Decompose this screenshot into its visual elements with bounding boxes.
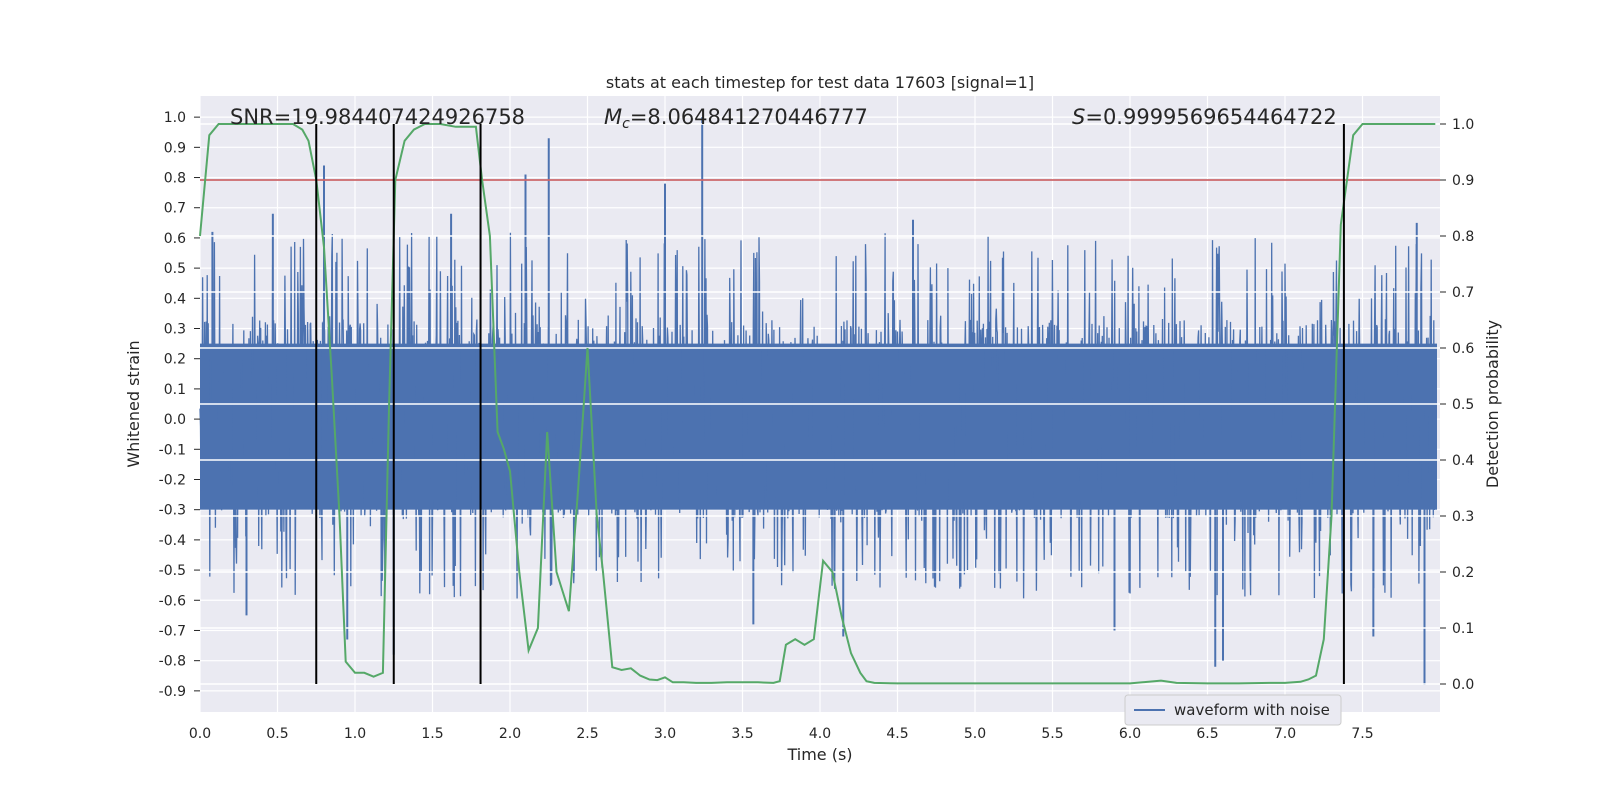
y-tick-label: -0.5 (159, 563, 186, 579)
x-tick-label: 4.5 (886, 726, 908, 742)
legend: waveform with noise (1124, 694, 1342, 726)
y2-tick-label: 0.6 (1452, 341, 1474, 357)
mc-subscript: c (622, 116, 630, 132)
snr-annotation: SNR=19.984407424926758 (230, 105, 525, 129)
y-tick-label: -0.9 (159, 684, 186, 700)
mc-annotation: Mc=8.064841270446777 (604, 105, 868, 132)
probability-line (199, 123, 1436, 685)
y-tick-label: 0.8 (164, 171, 186, 187)
y-tick-label: -0.6 (159, 593, 186, 609)
y2-tick-label: 0.7 (1452, 285, 1474, 301)
mc-symbol: M (604, 105, 622, 129)
y-tick-label: -0.1 (159, 442, 186, 458)
x-tick-label: 2.5 (576, 726, 598, 742)
x-tick-label: 0.5 (266, 726, 288, 742)
x-tick-label: 5.0 (964, 726, 986, 742)
y-tick-label: 0.2 (164, 352, 186, 368)
strain-line (199, 232, 1436, 599)
y-tick-label: 0.0 (164, 412, 186, 428)
chart-title: stats at each timestep for test data 176… (606, 73, 1034, 92)
x-tick-label: 6.5 (1196, 726, 1218, 742)
y-tick-label: 0.4 (164, 291, 186, 307)
y-tick-label: 1.0 (164, 110, 186, 126)
x-tick-label: 0.0 (189, 726, 211, 742)
x-tick-label: 3.5 (731, 726, 753, 742)
probability-series (199, 123, 1436, 685)
y-tick-label: -0.8 (159, 654, 186, 670)
y-tick-label: 0.7 (164, 201, 186, 217)
y-tick-label: 0.1 (164, 382, 186, 398)
waveform-series (199, 117, 1437, 685)
y2-tick-label: 0.9 (1452, 173, 1474, 189)
x-tick-label: 5.5 (1041, 726, 1063, 742)
legend-box (1124, 694, 1342, 726)
y-tick-label: -0.2 (159, 472, 186, 488)
y-tick-label: 0.6 (164, 231, 186, 247)
x-tick-label: 3.0 (654, 726, 676, 742)
x-tick-label: 1.5 (421, 726, 443, 742)
y2-tick-label: 0.1 (1452, 621, 1474, 637)
y-tick-label: 0.9 (164, 140, 186, 156)
y2-tick-label: 0.5 (1452, 397, 1474, 413)
y2-axis-label: Detection probability (1483, 320, 1502, 488)
s-symbol: S (1072, 105, 1085, 129)
marker-lines (315, 124, 1345, 684)
axes: 0.0 0.5 1.0 1.5 2.0 2.5 3.0 3.5 4.0 4.5 5.0 5.5 6.0 6… (159, 110, 1475, 742)
y-tick-label: 0.3 (164, 322, 186, 338)
x-tick-label: 7.5 (1351, 726, 1373, 742)
x-tick-label: 4.0 (809, 726, 831, 742)
y2-tick-label: 0.2 (1452, 565, 1474, 581)
y-tick-label: -0.3 (159, 503, 186, 519)
right-grid (200, 123, 1440, 685)
s-annotation: S=0.9999569654464722 (1072, 105, 1337, 129)
y2-tick-label: 0.0 (1452, 677, 1474, 693)
mc-value: =8.064841270446777 (630, 105, 868, 129)
y-tick-label: -0.7 (159, 623, 186, 639)
x-tick-label: 7.0 (1274, 726, 1296, 742)
y2-tick-label: 0.8 (1452, 229, 1474, 245)
y-tick-label: -0.4 (159, 533, 186, 549)
y-axis-label: Whitened strain (124, 340, 143, 467)
x-tick-label: 1.0 (344, 726, 366, 742)
y2-tick-label: 0.3 (1452, 509, 1474, 525)
s-value: =0.9999569654464722 (1085, 105, 1336, 129)
y2-tick-label: 1.0 (1452, 117, 1474, 133)
x-tick-label: 6.0 (1119, 726, 1141, 742)
y2-tick-label: 0.4 (1452, 453, 1474, 469)
legend-label: waveform with noise (1174, 701, 1330, 719)
x-tick-label: 2.0 (499, 726, 521, 742)
x-axis-label: Time (s) (786, 745, 852, 764)
y-tick-label: 0.5 (164, 261, 186, 277)
